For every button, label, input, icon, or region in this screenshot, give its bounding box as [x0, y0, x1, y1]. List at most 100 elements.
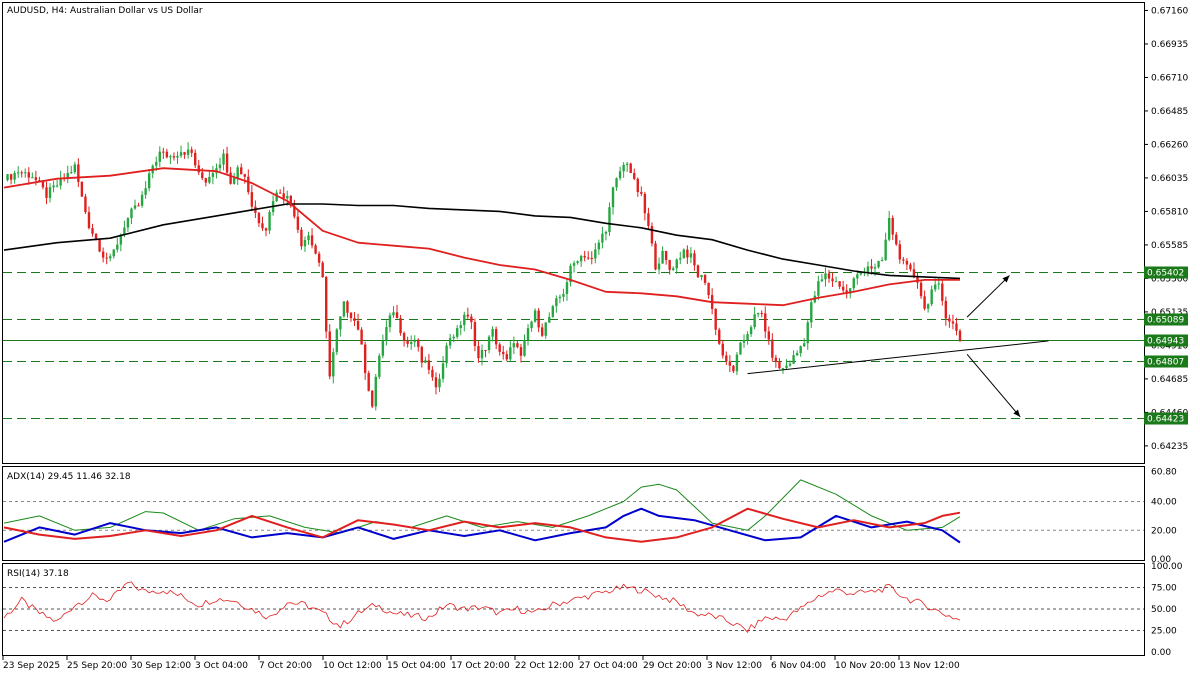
candle-body — [767, 331, 770, 340]
candle-body — [190, 149, 193, 153]
rsi-tick-label: 100.00 — [1151, 562, 1183, 572]
candle-body — [795, 353, 799, 356]
candle-body — [84, 196, 87, 213]
candle-body — [817, 281, 820, 296]
candle-body — [250, 192, 254, 207]
arrow-head — [1013, 409, 1021, 417]
candle-body — [749, 327, 753, 335]
candle-body — [891, 217, 894, 235]
price-tick-label: 0.65585 — [1151, 241, 1188, 251]
candle-body — [565, 282, 569, 295]
candle-body — [611, 187, 615, 208]
candle-body — [282, 193, 285, 199]
price-level-tag — [1144, 355, 1188, 368]
candle-body — [480, 350, 484, 359]
candle-body — [392, 312, 395, 316]
candle-body — [356, 320, 360, 330]
candle-body — [647, 213, 650, 226]
candle-body — [162, 151, 165, 153]
candle-body — [155, 161, 158, 166]
candle-body — [353, 318, 356, 321]
candle-body — [937, 283, 940, 285]
candle-body — [569, 265, 572, 283]
candle-body — [172, 156, 176, 158]
candle-body — [399, 318, 402, 334]
candle-body — [321, 262, 324, 278]
candle-body — [537, 310, 540, 328]
candle-body — [601, 233, 604, 243]
candle-body — [633, 172, 636, 179]
candle-body — [16, 172, 20, 174]
candle-body — [409, 342, 413, 344]
candle-body — [438, 378, 441, 388]
candle-body — [133, 205, 137, 209]
candle-body — [484, 350, 487, 352]
candle-body — [629, 163, 632, 173]
candle-body — [371, 390, 374, 407]
candle-body — [211, 173, 215, 177]
candle-body — [349, 312, 353, 319]
candle-body — [310, 235, 314, 246]
time-tick-label: 30 Sep 12:00 — [131, 661, 191, 671]
candle-body — [55, 185, 59, 187]
candle-body — [576, 261, 579, 264]
candle-body — [615, 178, 618, 188]
time-tick-label: 23 Sep 2025 — [3, 661, 60, 671]
candle-body — [87, 212, 91, 229]
price-level-label: 0.64423 — [1147, 415, 1184, 425]
candle-body — [45, 187, 48, 198]
candle-body — [799, 346, 802, 354]
candle-body — [519, 347, 523, 356]
candle-body — [905, 260, 909, 265]
candle-body — [126, 218, 130, 228]
candle-body — [420, 346, 424, 363]
candle-body — [424, 360, 427, 363]
candle-body — [109, 256, 112, 259]
candle-body — [693, 253, 696, 266]
candle-body — [512, 343, 516, 348]
candle-body — [123, 227, 126, 235]
candle-body — [487, 336, 491, 351]
price-axis: 0.67160 0.66935 0.66710 0.66485 0.66260 0.660… — [1144, 6, 1188, 452]
time-tick-label: 7 Oct 20:00 — [259, 661, 312, 671]
rsi-tick-label: 75.00 — [1151, 584, 1177, 594]
rsi-tick-label: 0.00 — [1151, 648, 1171, 658]
candle-body — [696, 265, 700, 278]
price-tick-label: 0.64685 — [1151, 375, 1188, 385]
candle-body — [59, 177, 62, 186]
candle-body — [325, 277, 328, 332]
candle-body — [293, 206, 296, 217]
candle-body — [608, 207, 611, 233]
candle-body — [590, 257, 593, 259]
candle-body — [289, 195, 292, 207]
adx-panel[interactable] — [2, 466, 1145, 561]
candle-body — [52, 185, 55, 188]
candle-body — [912, 269, 916, 278]
candle-body — [739, 342, 742, 355]
candle-body — [618, 171, 622, 179]
adx-label: ADX(14) 29.45 11.46 32.18 — [7, 472, 131, 482]
candle-body — [332, 352, 335, 377]
price-panel[interactable] — [2, 2, 1145, 464]
candle-body — [902, 259, 905, 261]
candle-body — [856, 274, 859, 279]
candle-body — [388, 315, 392, 328]
adx-plus-di-line — [3, 507, 961, 544]
candle-body — [820, 279, 824, 282]
candle-body — [342, 301, 346, 317]
candle-body — [941, 283, 944, 301]
candle-body — [165, 151, 169, 158]
candle-body — [625, 163, 629, 165]
time-tick-label: 10 Nov 20:00 — [835, 661, 896, 671]
arrow-line — [966, 354, 1021, 418]
candle-body — [147, 173, 151, 189]
candle-body — [643, 193, 647, 214]
rsi-label: RSI(14) 37.18 — [7, 569, 69, 579]
candle-body — [13, 172, 16, 180]
candle-body — [441, 363, 445, 379]
candle-body — [760, 312, 763, 314]
candle-body — [6, 174, 9, 181]
adx-tick-label: 0.00 — [1151, 555, 1171, 565]
candle-body — [909, 264, 912, 270]
price-tick-label: 0.65810 — [1151, 207, 1188, 217]
